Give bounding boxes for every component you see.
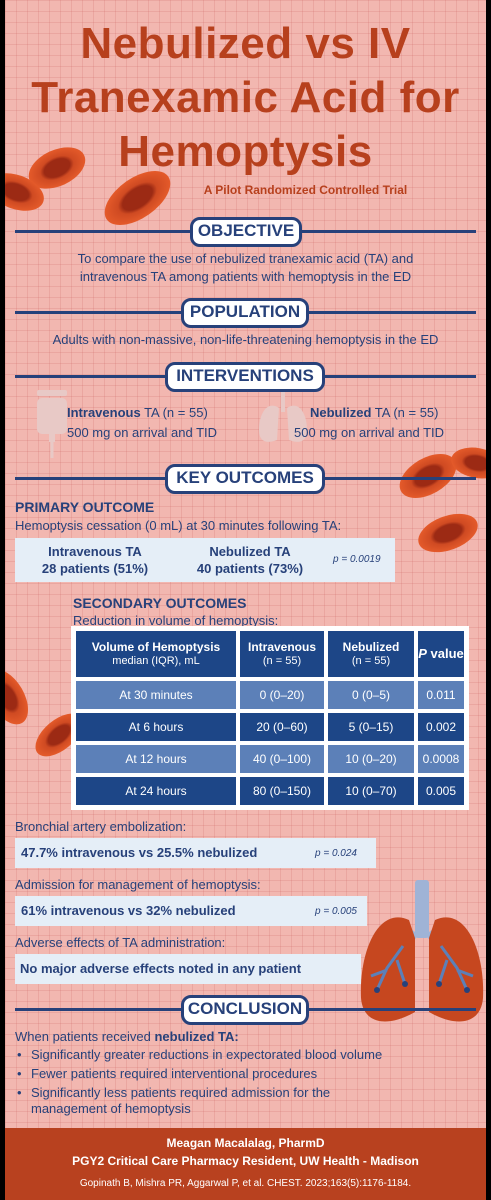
lungs-icon (257, 392, 309, 451)
admission-value: 61% intravenous vs 32% nebulized (21, 903, 236, 918)
key-outcomes-heading: KEY OUTCOMES (165, 464, 325, 494)
table-row: At 30 minutes 0 (0–20) 0 (0–5) 0.011 (74, 679, 466, 711)
primary-outcome-desc: Hemoptysis cessation (0 mL) at 30 minute… (15, 518, 342, 533)
header-p-italic: P (418, 646, 427, 661)
conclusion-bullet: Significantly greater reductions in expe… (17, 1047, 467, 1063)
table-header-row: Volume of Hemoptysis median (IQR), mL In… (74, 629, 466, 679)
neb-primary-value: 40 patients (73%) (196, 561, 304, 576)
header-iv-main: Intravenous (247, 640, 316, 654)
adverse-effects-value: No major adverse effects noted in any pa… (20, 961, 302, 976)
objective-line-1: To compare the use of nebulized tranexam… (77, 251, 414, 266)
neb-name: Nebulized (310, 405, 372, 420)
secondary-outcome-desc: Reduction in volume of hemoptysis: (73, 613, 279, 628)
conclusion-intro: When patients received nebulized TA: (15, 1028, 239, 1046)
objective-heading: OBJECTIVE (190, 217, 302, 247)
table-header-iv: Intravenous (n = 55) (238, 629, 326, 679)
conclusion-intro-plain: When patients received (15, 1029, 155, 1044)
cell-neb: 10 (0–20) (326, 743, 416, 775)
iv-name: Intravenous (67, 405, 141, 420)
cell-time: At 30 minutes (74, 679, 238, 711)
neb-rest: TA (n = 55) (371, 405, 439, 420)
iv-dose: 500 mg on arrival and TID (67, 425, 218, 440)
table-row: At 6 hours 20 (0–60) 5 (0–15) 0.002 (74, 711, 466, 743)
cell-iv: 80 (0–150) (238, 775, 326, 807)
header-iv-sub: (n = 55) (262, 655, 302, 667)
conclusion-bullet: Fewer patients required interventional p… (17, 1066, 467, 1082)
bae-label: Bronchial artery embolization: (15, 819, 187, 834)
table-row: At 24 hours 80 (0–150) 10 (0–70) 0.005 (74, 775, 466, 807)
iv-intervention-title: Intravenous TA (n = 55) (67, 404, 208, 422)
header-volume-main: Volume of Hemoptysis (91, 640, 221, 654)
neb-primary-label: Nebulized TA (209, 544, 291, 559)
footer: Meagan Macalalag, PharmD PGY2 Critical C… (5, 1128, 486, 1200)
header-neb-sub: (n = 55) (351, 655, 391, 667)
objective-line-2: intravenous TA among patients with hemop… (79, 269, 412, 284)
table-row: At 12 hours 40 (0–100) 10 (0–20) 0.0008 (74, 743, 466, 775)
neb-intervention-title: Nebulized TA (n = 55) (310, 404, 439, 422)
cell-p: 0.002 (416, 711, 466, 743)
hemoptysis-volume-table: Volume of Hemoptysis median (IQR), mL In… (71, 626, 469, 810)
table-header-neb: Nebulized (n = 55) (326, 629, 416, 679)
neb-dose: 500 mg on arrival and TID (294, 425, 445, 440)
population-heading: POPULATION (181, 298, 309, 328)
cell-neb: 10 (0–70) (326, 775, 416, 807)
title-line-2: Tranexamic Acid for (31, 73, 460, 122)
interventions-heading: INTERVENTIONS (165, 362, 325, 392)
blood-cell-icon (413, 506, 483, 560)
cell-time: At 12 hours (74, 743, 238, 775)
primary-outcome-heading: PRIMARY OUTCOME (15, 499, 155, 515)
cell-p: 0.005 (416, 775, 466, 807)
header-volume-sub: median (IQR), mL (112, 655, 200, 667)
title-line-1: Nebulized vs IV (80, 19, 411, 68)
infographic-poster: Nebulized vs IV Tranexamic Acid for Hemo… (5, 0, 486, 1200)
secondary-outcome-heading: SECONDARY OUTCOMES (73, 595, 247, 611)
conclusion-heading: CONCLUSION (181, 995, 309, 1025)
admission-p-value: p = 0.005 (315, 906, 357, 917)
conclusion-intro-bold: nebulized TA: (154, 1029, 239, 1044)
footer-citation: Gopinath B, Mishra PR, Aggarwal P, et al… (79, 1178, 412, 1189)
cell-iv: 0 (0–20) (238, 679, 326, 711)
adverse-effects-card: No major adverse effects noted in any pa… (15, 954, 361, 984)
title-line-3: Hemoptysis (118, 127, 373, 176)
bae-value: 47.7% intravenous vs 25.5% nebulized (21, 845, 258, 860)
primary-p-value: p = 0.0019 (333, 554, 381, 565)
cell-iv: 40 (0–100) (238, 743, 326, 775)
iv-rest: TA (n = 55) (140, 405, 208, 420)
cell-p: 0.0008 (416, 743, 466, 775)
table-header-volume: Volume of Hemoptysis median (IQR), mL (74, 629, 238, 679)
bae-p-value: p = 0.024 (315, 848, 357, 859)
adverse-effects-label: Adverse effects of TA administration: (15, 935, 226, 950)
header-p-rest: value (426, 646, 464, 661)
cell-iv: 20 (0–60) (238, 711, 326, 743)
iv-primary-label: Intravenous TA (48, 544, 142, 559)
footer-author: Meagan Macalalag, PharmD (166, 1136, 325, 1150)
blood-cell-icon (5, 662, 37, 732)
footer-role: PGY2 Critical Care Pharmacy Resident, UW… (72, 1154, 419, 1168)
cell-neb: 0 (0–5) (326, 679, 416, 711)
cell-p: 0.011 (416, 679, 466, 711)
population-text: Adults with non-massive, non-life-threat… (52, 332, 439, 347)
conclusion-bullet: Significantly less patients required adm… (17, 1085, 407, 1117)
primary-outcome-card: Intravenous TA 28 patients (51%) Nebuliz… (15, 538, 395, 582)
bae-card: 47.7% intravenous vs 25.5% nebulized p =… (15, 838, 376, 868)
subtitle: A Pilot Randomized Controlled Trial (203, 183, 408, 197)
cell-time: At 24 hours (74, 775, 238, 807)
admission-card: 61% intravenous vs 32% nebulized p = 0.0… (15, 896, 367, 926)
header-neb-main: Nebulized (342, 640, 400, 654)
table-header-p: P value (416, 629, 466, 679)
admission-label: Admission for management of hemoptysis: (15, 877, 261, 892)
lungs-icon (357, 880, 486, 1035)
cell-time: At 6 hours (74, 711, 238, 743)
iv-bag-icon (35, 390, 69, 463)
iv-primary-value: 28 patients (51%) (41, 561, 149, 576)
cell-neb: 5 (0–15) (326, 711, 416, 743)
